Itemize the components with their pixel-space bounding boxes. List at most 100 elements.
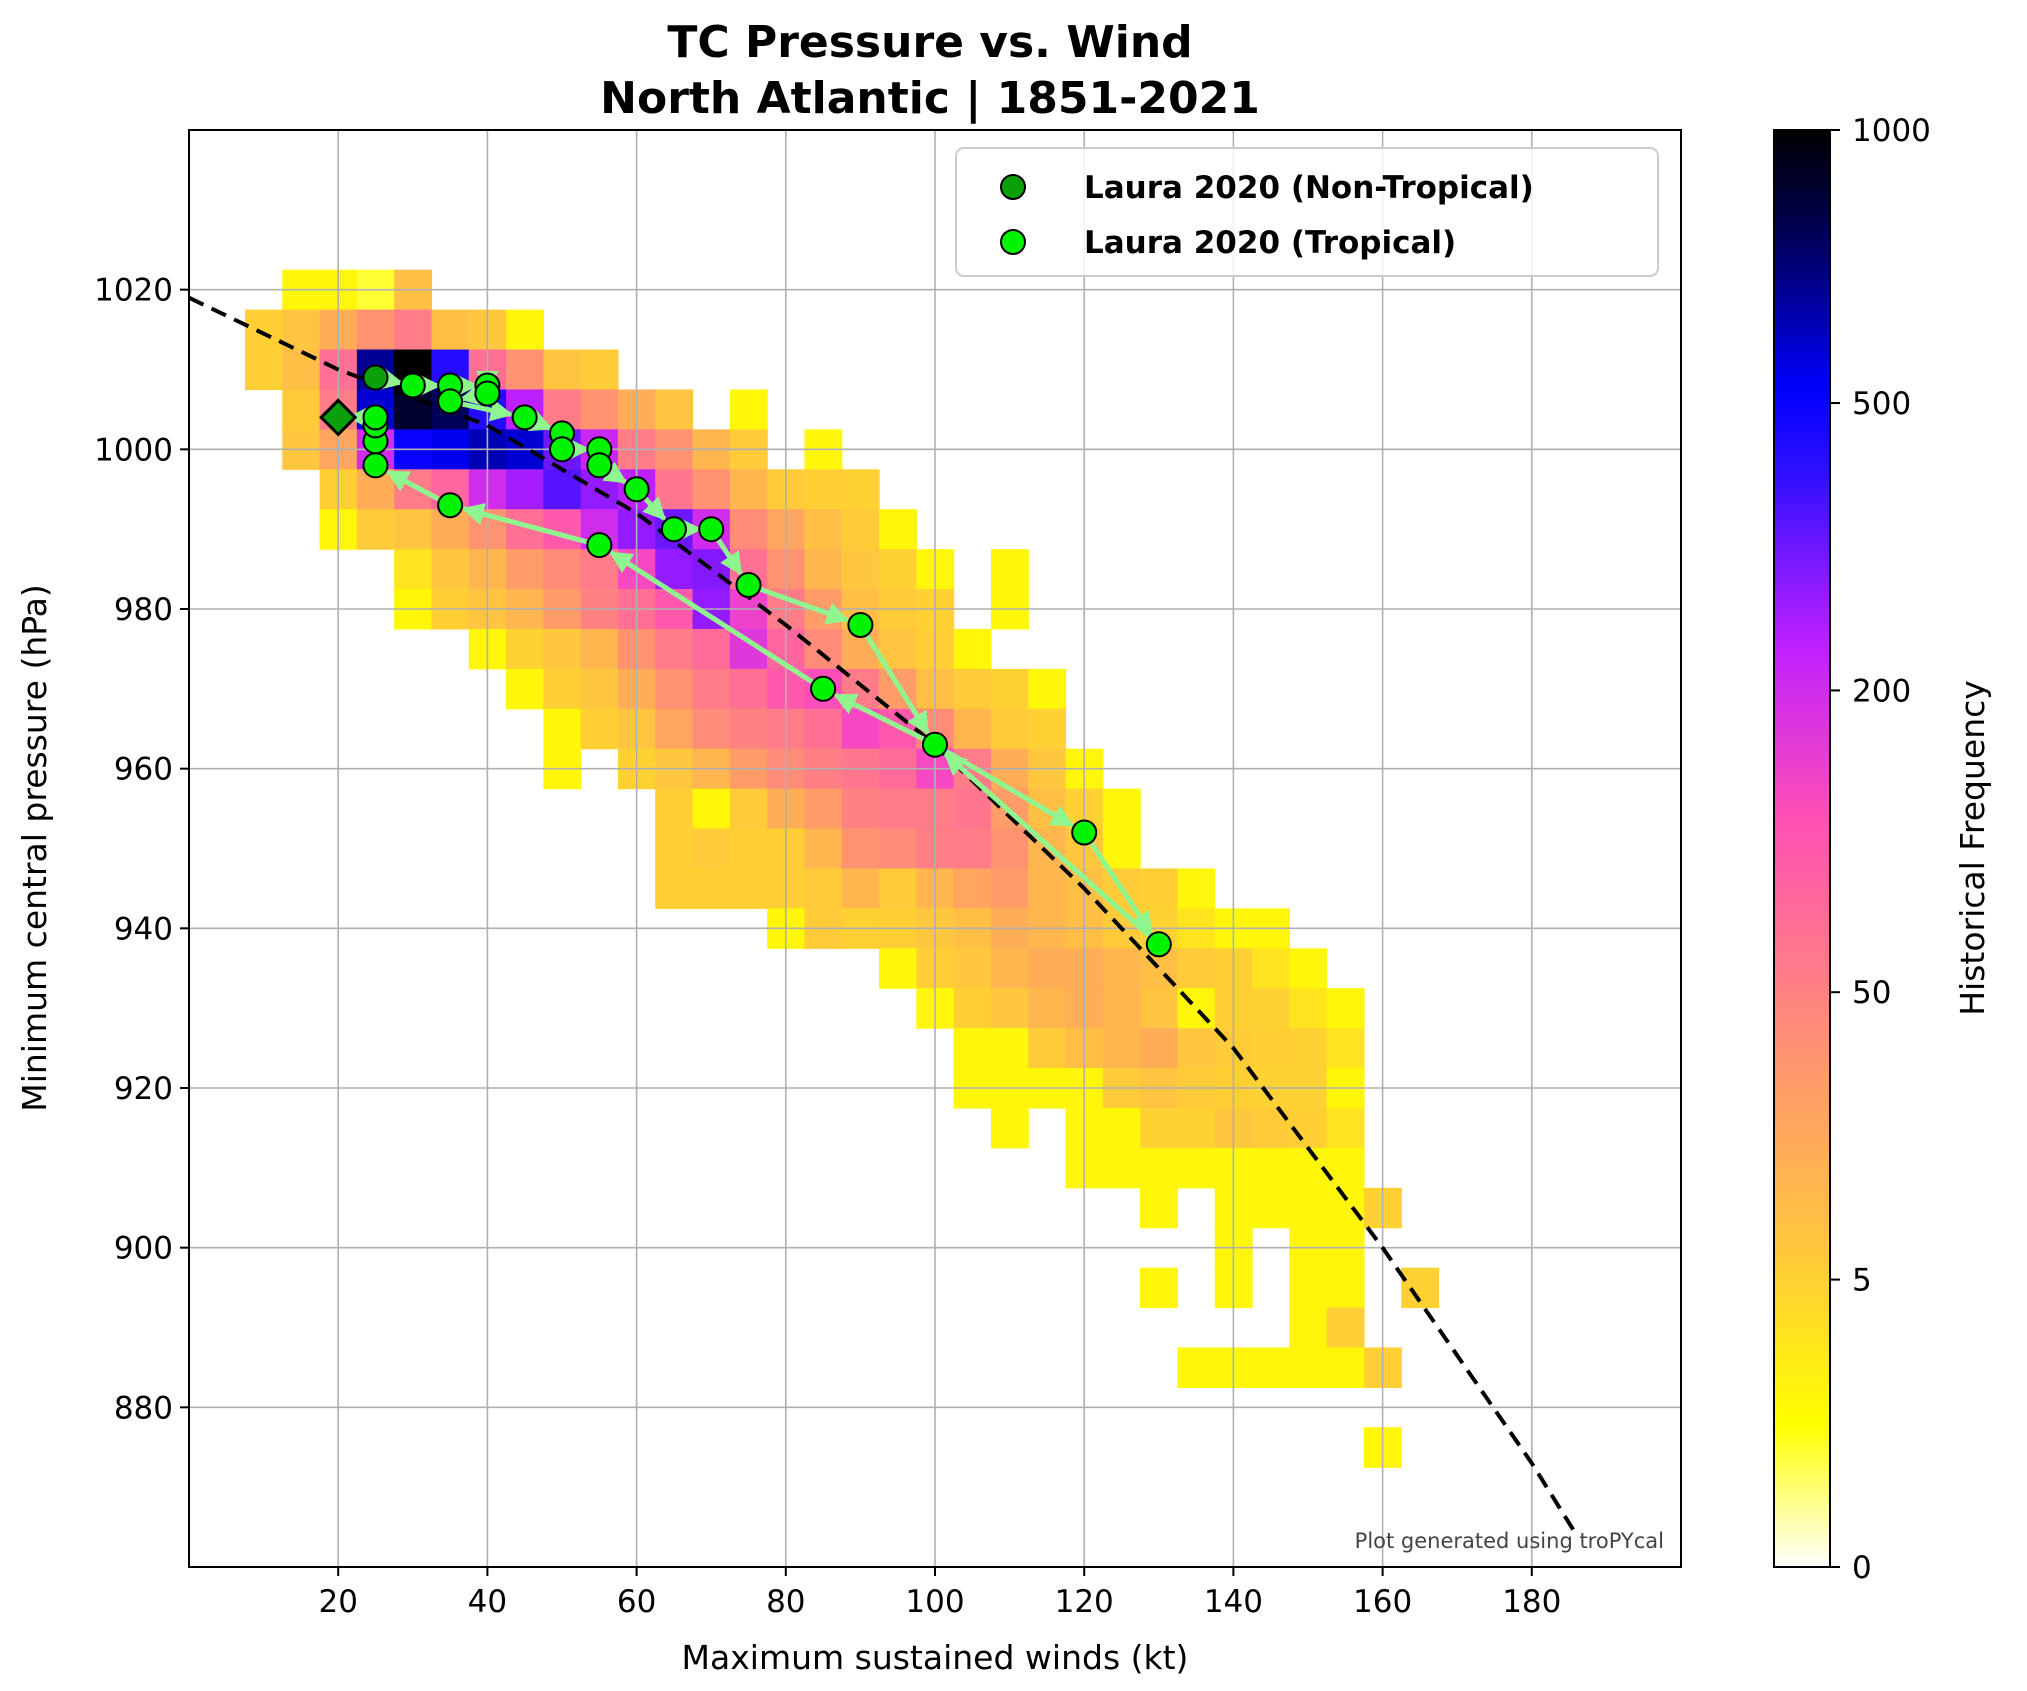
heatmap-cell (1326, 1028, 1365, 1069)
heatmap-cell (580, 389, 619, 430)
heatmap-cell (244, 349, 283, 391)
tropical-point (474, 380, 501, 407)
heatmap-cell (580, 668, 619, 710)
heatmap-cell (1177, 1028, 1216, 1069)
heatmap-cell (804, 868, 843, 909)
heatmap-cell (804, 628, 843, 670)
track-arrow (860, 627, 930, 735)
track-arrow (453, 399, 514, 422)
y-tick-label: 1020 (94, 273, 173, 309)
colorbar-ticks: 0 5 50 200 500 1000 (1830, 113, 1931, 1586)
track-arrow (751, 584, 850, 625)
heatmap-cell (1252, 1147, 1290, 1189)
tropical-point (660, 516, 687, 543)
y-tick-label: 960 (114, 752, 173, 788)
track-start-diamond (319, 398, 358, 437)
heatmap-cell (804, 708, 843, 750)
x-tick-label: 80 (766, 1584, 805, 1620)
chart-title-line-2: North Atlantic | 1851-2021 (600, 73, 1260, 124)
heatmap-cell (282, 389, 321, 430)
storm-points-layer (319, 364, 1172, 958)
heatmap-cell (394, 469, 433, 510)
heatmap-cell (804, 469, 843, 510)
heatmap-cell (990, 1028, 1029, 1069)
heatmap-cell (1177, 1147, 1216, 1189)
tropical-point (1145, 931, 1172, 958)
heatmap-cell (692, 828, 731, 870)
heatmap-cell (543, 668, 582, 710)
heatmap-cell (990, 1107, 1029, 1149)
heatmap-cell (990, 668, 1029, 710)
y-tick-label: 900 (114, 1231, 173, 1267)
heatmap-cell (1289, 1187, 1328, 1229)
y-tick-label: 920 (114, 1071, 173, 1107)
heatmap-cell (729, 469, 768, 510)
chart-title-line-1: TC Pressure vs. Wind (667, 17, 1192, 68)
heatmap-cell (692, 469, 731, 510)
heatmap-cell (953, 868, 992, 909)
x-tick-label: 180 (1502, 1584, 1561, 1620)
track-arrow (833, 692, 933, 746)
heatmap-cell (729, 788, 768, 830)
heatmap-cell (580, 708, 619, 750)
heatmap-cell (990, 988, 1029, 1029)
heatmap-cell (841, 549, 880, 590)
y-tick-label: 1000 (94, 432, 173, 468)
credit-text: Plot generated using troPYcal (1355, 1529, 1664, 1553)
heatmap-cell (1140, 868, 1179, 909)
heatmap-cell (879, 828, 917, 870)
heatmap-cell (655, 389, 694, 430)
heatmap-cell (1252, 948, 1290, 989)
legend-marker-non-tropical (1000, 174, 1026, 200)
colorbar-tick-label: 1000 (1852, 113, 1931, 149)
heatmap-cell (990, 828, 1029, 870)
y-tick-label: 980 (114, 592, 173, 628)
colorbar-tick-label: 5 (1852, 1263, 1872, 1299)
heatmap-cell (1140, 1187, 1179, 1229)
heatmap-cell (394, 509, 433, 550)
heatmap-cell (655, 469, 694, 510)
heatmap-cell (990, 948, 1029, 989)
heatmap-cell (543, 349, 582, 391)
heatmap-cell (543, 549, 582, 590)
heatmap-cell (1326, 1187, 1365, 1229)
heatmap-cell (1252, 1347, 1290, 1388)
heatmap-cell (1289, 1347, 1328, 1388)
heatmap-cell (1326, 1347, 1365, 1388)
heatmap-cell (580, 349, 619, 391)
heatmap-cell (1289, 1147, 1328, 1189)
heatmap-cell (655, 668, 694, 710)
heatmap-cell (1102, 828, 1141, 870)
heatmap-cell (1177, 948, 1216, 989)
y-tick-label: 940 (114, 911, 173, 947)
heatmap-cell (543, 628, 582, 670)
heatmap-cell (655, 628, 694, 670)
heatmap-cell (1028, 668, 1067, 710)
heatmap-cell (953, 988, 992, 1029)
heatmap-cell (953, 1028, 992, 1069)
track-arrow (943, 752, 1158, 944)
y-axis-label: Minimum central pressure (hPa) (15, 584, 54, 1112)
heatmap-cell (655, 708, 694, 750)
x-axis-ticks: 20 40 60 80 100 120 140 160 180 (318, 1567, 1561, 1620)
heatmap-cell (1028, 1028, 1067, 1069)
heatmap-cell (879, 788, 917, 830)
heatmap-cell (1028, 708, 1067, 750)
heatmap-cell (692, 708, 731, 750)
heatmap-cell (692, 628, 731, 670)
heatmap-cell (729, 708, 768, 750)
heatmap-cell (729, 828, 768, 870)
heatmap-cell (1289, 1028, 1328, 1069)
plot-area (188, 129, 1682, 1568)
heatmap-cell (1028, 988, 1067, 1029)
heatmap-cell (356, 309, 395, 351)
heatmap-cell (729, 509, 768, 550)
heatmap-cell (1140, 1107, 1179, 1149)
heatmap-cell (841, 828, 880, 870)
heatmap-cell (1102, 1107, 1141, 1149)
heatmap-cell (990, 549, 1029, 590)
heatmap-cell (1102, 788, 1141, 830)
heatmap-cell (1140, 988, 1179, 1029)
grid-layer (189, 130, 1681, 1567)
heatmap-cell (1289, 1267, 1328, 1309)
